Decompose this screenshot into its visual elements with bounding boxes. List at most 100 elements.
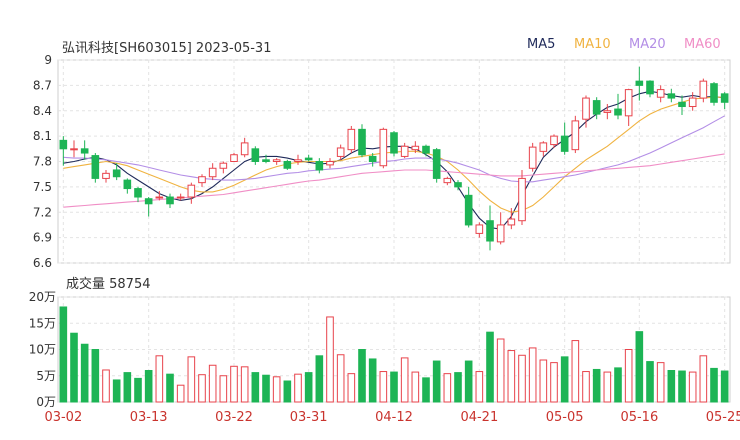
candle-body <box>614 108 622 116</box>
candle-body <box>422 145 430 154</box>
volume-bar <box>59 306 68 403</box>
volume-bar <box>272 376 281 403</box>
volume-bar <box>550 362 558 403</box>
candle-body <box>187 184 196 198</box>
volume-bar <box>123 372 132 403</box>
candle-body <box>304 157 313 161</box>
x-tick-label: 03-13 <box>130 410 168 425</box>
volume-bar <box>358 349 366 403</box>
x-tick-label: 05-05 <box>546 410 584 425</box>
volume-bar <box>646 361 654 403</box>
candle-body <box>251 148 260 162</box>
candle-body <box>155 196 164 199</box>
volume-bar <box>422 377 430 403</box>
candle-body <box>368 155 377 163</box>
volume-bar <box>486 331 494 403</box>
volume-bar <box>710 367 718 403</box>
x-tick-label: 04-21 <box>460 410 498 425</box>
volume-bar <box>294 373 302 403</box>
candle-body <box>539 142 548 152</box>
volume-bar <box>70 332 78 403</box>
volume-bar <box>411 371 420 403</box>
candle-body <box>582 97 590 120</box>
volume-bar <box>390 371 398 403</box>
candle-body <box>283 161 292 169</box>
candle-body <box>262 159 270 163</box>
volume-bar <box>507 350 516 403</box>
price-tick-label: 6.9 <box>33 231 52 245</box>
volume-bar <box>176 384 185 403</box>
candle-body <box>646 80 654 95</box>
candle-body <box>315 161 324 171</box>
candle-body <box>496 224 505 243</box>
price-tick-label: 8.1 <box>33 129 52 143</box>
volume-bar <box>187 356 196 403</box>
candle-body <box>272 159 281 163</box>
candle-body <box>166 196 174 205</box>
candle-body <box>678 101 686 108</box>
x-tick-label: 03-31 <box>290 410 328 425</box>
candle-body <box>592 100 601 115</box>
volume-label: 成交量 58754 <box>66 277 151 292</box>
volume-bar <box>262 374 270 403</box>
volume-tick-label: 5万 <box>36 369 56 383</box>
price-tick-label: 6.6 <box>33 256 52 270</box>
price-tick-label: 8.7 <box>33 78 52 92</box>
candle-body <box>571 120 580 151</box>
candle-body <box>144 198 153 205</box>
candle-body <box>326 161 334 166</box>
price-tick-label: 7.8 <box>33 155 52 169</box>
candle-body <box>358 128 366 156</box>
candle-body <box>560 135 569 152</box>
candle-body <box>667 93 676 99</box>
volume-tick-label: 20万 <box>29 290 56 304</box>
candle-body <box>432 149 441 179</box>
volume-bar <box>144 370 153 403</box>
candle-body <box>379 128 388 167</box>
volume-bar <box>614 367 622 403</box>
candle-body <box>454 182 462 188</box>
volume-bar <box>678 370 686 403</box>
volume-bar <box>720 370 729 403</box>
candle-body <box>336 147 345 157</box>
candle-body <box>208 167 217 178</box>
legend-ma60: MA60 <box>684 37 721 52</box>
price-tick-label: 9 <box>44 53 52 67</box>
volume-bar <box>80 343 89 403</box>
candle-body <box>390 132 398 154</box>
volume-bar <box>155 355 164 403</box>
volume-bar <box>315 355 324 403</box>
candle-body <box>230 154 238 163</box>
price-tick-label: 8.4 <box>33 104 52 118</box>
x-tick-label: 03-22 <box>215 410 253 425</box>
volume-bar <box>464 360 473 403</box>
candle-body <box>411 145 420 151</box>
volume-bar <box>304 372 313 403</box>
volume-bar <box>475 371 484 403</box>
volume-bar <box>91 349 100 403</box>
candle-body <box>507 218 516 226</box>
volume-bar <box>251 372 260 403</box>
candle-body <box>475 224 484 234</box>
chart-title: 弘讯科技[SH603015] 2023-05-31 <box>62 41 272 56</box>
volume-bar <box>400 357 409 403</box>
volume-bar <box>688 371 697 403</box>
legend-ma20: MA20 <box>629 37 666 52</box>
candle-body <box>347 128 356 151</box>
x-tick-label: 05-16 <box>620 410 658 425</box>
candle-body <box>70 148 78 151</box>
candle-body <box>699 80 708 99</box>
volume-bar <box>432 360 441 403</box>
volume-bar <box>283 380 292 403</box>
candle-body <box>710 83 718 103</box>
volume-bar <box>102 369 110 403</box>
volume-bar <box>582 371 590 403</box>
volume-bar <box>454 372 462 403</box>
candle-body <box>102 172 110 179</box>
volume-bar <box>656 362 665 403</box>
candle-body <box>80 148 89 154</box>
volume-bar <box>208 364 217 403</box>
candle-body <box>550 135 558 146</box>
volume-bar <box>496 338 505 403</box>
